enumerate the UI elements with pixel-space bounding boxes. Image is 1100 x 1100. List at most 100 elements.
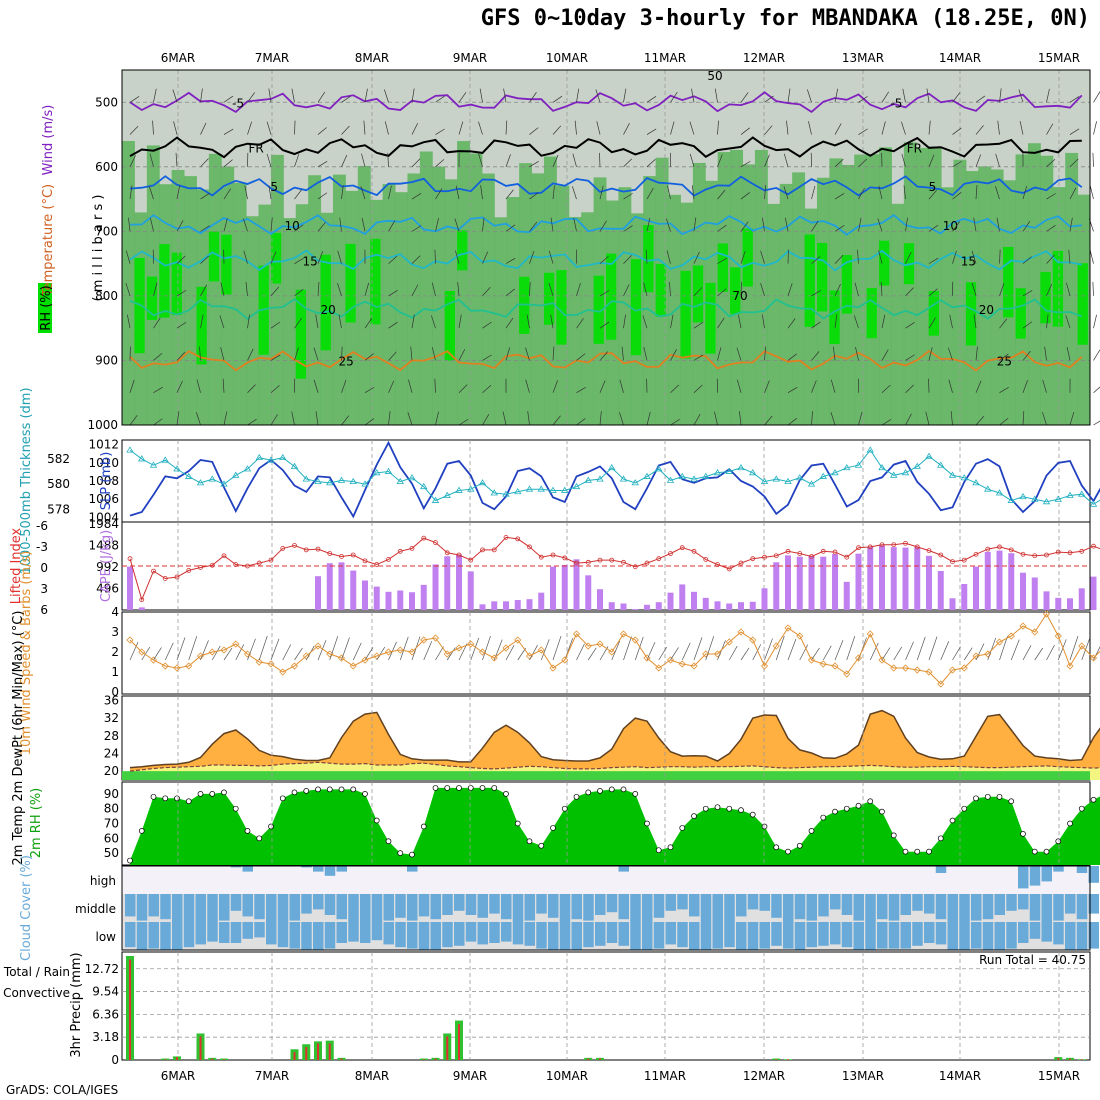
cloud-bar-middle (595, 894, 606, 915)
wind-barb (740, 250, 746, 264)
rh2m-point (561, 805, 568, 812)
credit-text: GrADS: COLA/IGES (6, 1083, 119, 1097)
cloud-bar-middle (947, 894, 958, 922)
cloud-bar-low (724, 922, 735, 948)
wind-barb-10m (352, 642, 362, 661)
cape-bar (644, 604, 650, 610)
rh2m-tick: 50 (104, 846, 119, 860)
wind-speed-point (666, 656, 675, 664)
wind-barb (1046, 254, 1055, 264)
wind-barb (525, 379, 530, 393)
cloud-bar-high (1018, 866, 1029, 889)
date-label-top: 6MAR (161, 51, 196, 65)
rh-contour-label: 70 (732, 289, 747, 303)
rh-high-region (928, 291, 939, 336)
cloud-bar-low (524, 922, 535, 946)
cloud-bar-low (677, 922, 688, 948)
temp-contour-m5 (129, 91, 1083, 114)
wind10m-axis-label: 10m Wind Speed & Barbs (m/s) (19, 551, 34, 756)
rh-mid-region (941, 187, 954, 425)
rh2m-point (855, 802, 862, 809)
wind-barb (975, 95, 986, 103)
wind-barb (1093, 420, 1100, 426)
wind-barb (550, 217, 554, 232)
cloud-row-label: middle (75, 902, 116, 916)
temp-contour-label: 10 (943, 219, 958, 233)
wind-barb (435, 95, 445, 103)
precip-panel-frame (121, 951, 1091, 1061)
wind-barb (270, 217, 273, 232)
wind-barb (717, 288, 727, 297)
wind-barb-10m (540, 639, 550, 661)
cape-bar (585, 575, 592, 610)
wind-barb (200, 88, 203, 103)
wind-barb-10m (517, 647, 527, 661)
wind-barb (482, 414, 490, 426)
thickness-tick: 578 (47, 502, 70, 516)
wind-barb (458, 348, 466, 361)
wind-speed-point (1042, 610, 1051, 618)
date-label-bottom: 8MAR (355, 1069, 390, 1083)
cloud-bar-low (148, 922, 159, 949)
wind-barb (1069, 128, 1080, 135)
cloud-bar-low (865, 922, 876, 950)
cape-bar (996, 550, 1003, 610)
wind-barb (599, 152, 601, 167)
wind-speed-point (737, 628, 745, 636)
cloud-bar-middle (195, 894, 206, 922)
wind-barb (1069, 217, 1073, 232)
cloud-bar-middle (477, 894, 488, 918)
wind-barb (505, 224, 516, 232)
cloud-bar-middle (136, 894, 148, 921)
cape-bar (1008, 553, 1015, 610)
wind-speed-point (1089, 654, 1098, 662)
wind-speed-point (420, 636, 428, 644)
wind-barb-10m (846, 636, 856, 661)
li-point (973, 551, 979, 557)
wind-barb (505, 154, 511, 167)
cloud-bar-middle (677, 894, 688, 910)
cloud-bar-low (219, 922, 230, 943)
cloud-bar-middle (700, 894, 712, 922)
wind-barb (458, 418, 469, 426)
wind-speed-point (596, 640, 604, 648)
wind-barb (387, 152, 389, 167)
wind-barb (717, 257, 727, 264)
cape-bar (973, 566, 979, 610)
rh2m-point (420, 823, 427, 830)
wind-speed-point (514, 636, 522, 644)
precip-axis-label: 3hr Precip (mm) (69, 952, 84, 1057)
wind-barb (388, 411, 391, 426)
li-point (644, 560, 650, 566)
cloud-bar-middle (465, 894, 477, 915)
wind-barb (1046, 123, 1054, 135)
wind-barb-10m (399, 636, 409, 661)
thickness-tick: 582 (47, 452, 70, 466)
date-label-bottom: 13MAR (842, 1069, 884, 1083)
wind-barb (313, 347, 319, 361)
wind-barb (787, 353, 798, 361)
wind-barb (364, 418, 375, 426)
cloud-bar-low (289, 922, 300, 949)
cloud-bar-low (548, 922, 559, 950)
wind-barb (999, 318, 1008, 329)
cloud-bar-low (242, 922, 253, 939)
rh2m-point (820, 814, 827, 821)
wind-barb (431, 282, 436, 296)
wind-barb (525, 347, 530, 361)
wind-barb (200, 192, 210, 200)
thickness-marker (337, 476, 346, 483)
wind-barb (573, 217, 577, 232)
wind-barb (646, 158, 656, 168)
cloud-bar-low (172, 922, 183, 950)
rh2m-point (597, 788, 603, 794)
rh-mid-region (854, 154, 868, 425)
cloud-bar-middle (559, 894, 571, 922)
wind-barb (247, 121, 252, 135)
wind-barb (125, 250, 131, 264)
cloud-panel-frame (121, 865, 1091, 951)
cloud-bar-low (512, 922, 524, 945)
wind-barb (482, 217, 485, 232)
wind-barb (341, 346, 343, 361)
wind-barb (552, 415, 561, 426)
